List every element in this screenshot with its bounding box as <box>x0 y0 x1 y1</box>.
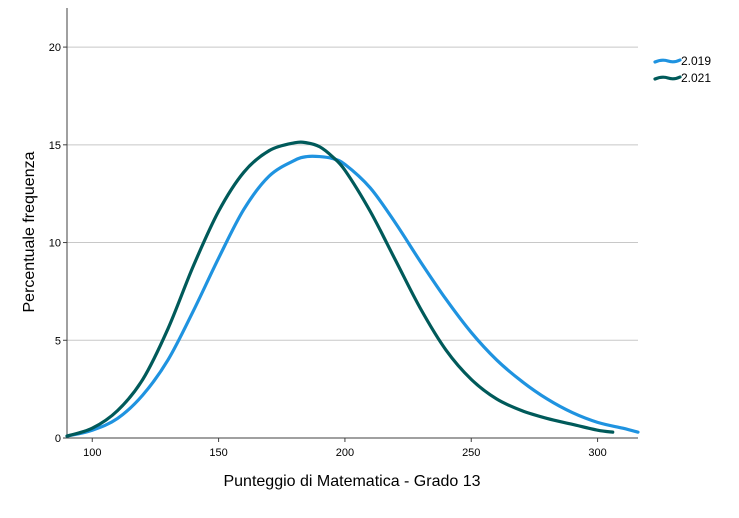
legend-label: 2.019 <box>681 54 711 68</box>
y-tick-label: 20 <box>49 42 61 54</box>
x-tick-label: 300 <box>588 447 606 459</box>
legend: 2.019 2.021 <box>653 54 711 85</box>
legend-item-1: 2.019 <box>653 54 711 68</box>
x-tick-label: 250 <box>462 447 480 459</box>
y-tick-label: 0 <box>55 433 61 445</box>
x-axis-title: Punteggio di Matematica - Grado 13 <box>223 473 480 490</box>
x-tick-label: 100 <box>83 447 101 459</box>
plot-area <box>65 140 640 438</box>
legend-item-2: 2.021 <box>653 71 711 85</box>
series-line-2 <box>65 140 615 438</box>
axes <box>63 8 638 442</box>
legend-swatch <box>653 58 682 64</box>
y-tick-label: 15 <box>49 140 61 152</box>
x-tick-label: 200 <box>336 447 354 459</box>
x-tick-label: 150 <box>209 447 227 459</box>
tick-labels: 0 5 10 15 20 100 150 200 250 300 <box>49 42 607 459</box>
y-tick-label: 5 <box>55 335 61 347</box>
gridlines <box>67 46 638 341</box>
legend-label: 2.021 <box>681 71 711 85</box>
y-axis-title: Percentuale frequenza <box>21 151 38 312</box>
series-line-1 <box>65 154 640 438</box>
y-tick-label: 10 <box>49 238 61 250</box>
legend-swatch <box>653 75 682 81</box>
